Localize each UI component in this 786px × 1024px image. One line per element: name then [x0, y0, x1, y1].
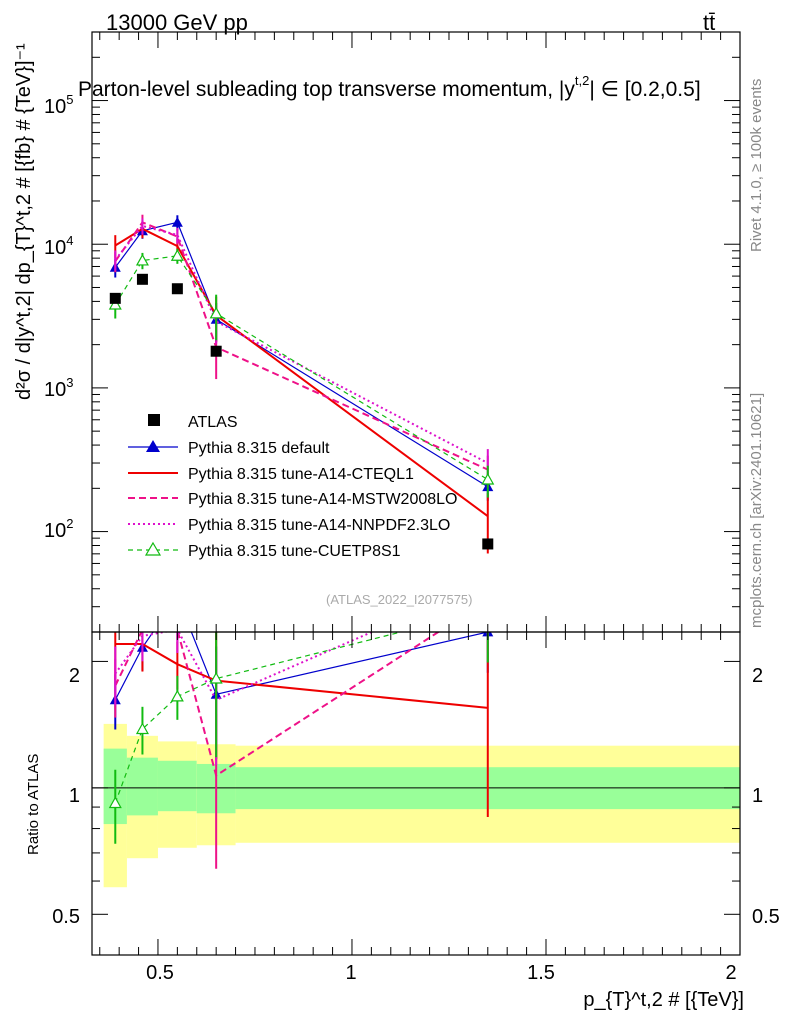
- legend-default-marker: [146, 440, 160, 452]
- legend-mstw: Pythia 8.315 tune-A14-MSTW2008LO: [188, 491, 457, 508]
- series-ratio-line: [114, 632, 488, 701]
- series-point: [135, 253, 149, 266]
- ratio-tick-label: 2: [69, 665, 80, 687]
- legend-default: Pythia 8.315 default: [188, 440, 330, 457]
- legend-nnpdf: Pythia 8.315 tune-A14-NNPDF2.3LO: [188, 517, 450, 534]
- ratio-y-axis-label: Ratio to ATLAS: [25, 754, 42, 855]
- series-line: [114, 224, 489, 464]
- ratio-tick-label-right: 0.5: [752, 906, 780, 928]
- series-ratio-line: [115, 643, 488, 709]
- series-ratio-line: [114, 632, 441, 778]
- legend: ATLAS Pythia 8.315 default Pythia 8.315 …: [128, 414, 457, 560]
- legend-cuetp8s1-marker: [144, 541, 162, 556]
- series-point: [481, 472, 495, 485]
- series-line: [114, 221, 489, 471]
- series-ratio-point: [108, 796, 122, 809]
- ratio-plot: [92, 591, 740, 888]
- rivet-label: Rivet 4.1.0, ≥ 100k events: [748, 79, 765, 252]
- legend-cteql1: Pythia 8.315 tune-A14-CTEQL1: [188, 466, 414, 483]
- process-label: tt̄: [703, 10, 715, 35]
- atlas-data-point: [482, 538, 494, 550]
- x-tick-label: 1.5: [527, 962, 555, 984]
- top-tick-label: 105: [44, 92, 73, 118]
- ratio-tick-label: 0.5: [52, 906, 80, 928]
- top-tick-label: 103: [44, 375, 73, 401]
- series-point: [170, 249, 184, 261]
- series-ratio-point: [482, 605, 493, 615]
- series-point: [108, 297, 122, 310]
- atlas-data-point: [136, 273, 148, 285]
- energy-label: 13000 GeV pp: [106, 10, 248, 35]
- top-tick-label: 102: [44, 516, 73, 542]
- mcplots-label: mcplots.cern.ch [arXiv:2401.10621]: [748, 393, 765, 628]
- ratio-frame: [91, 631, 741, 956]
- atlas-data-point: [109, 292, 121, 304]
- legend-atlas-marker: [148, 414, 160, 426]
- analysis-id: (ATLAS_2022_I2077575): [326, 592, 472, 607]
- series-ratio-point: [170, 689, 184, 702]
- series-line: [114, 255, 489, 481]
- series-point: [171, 216, 183, 227]
- x-tick-label: 1: [345, 962, 356, 984]
- axes-frames: [91, 31, 741, 956]
- ratio-tick-label-right: 1: [752, 785, 763, 807]
- atlas-data-point: [171, 283, 183, 295]
- series-point: [209, 306, 223, 319]
- main-frame: [91, 31, 741, 633]
- x-tick-label: 0.5: [146, 962, 174, 984]
- legend-atlas: ATLAS: [188, 414, 238, 431]
- series-ratio-line: [114, 632, 375, 702]
- atlas-data-point: [210, 345, 222, 357]
- y-axis-label: d²σ / d|y^t,2| dp_{T}^t,2 # [{fb} # {TeV…: [13, 43, 35, 400]
- main-plot: [108, 214, 495, 554]
- legend-cuetp8s1: Pythia 8.315 tune-CUETP8S1: [188, 543, 401, 560]
- x-axis-label: p_{T}^t,2 # [{TeV}]: [583, 989, 744, 1011]
- x-tick-label: 2: [725, 962, 736, 984]
- uncertainty-band-stat: [157, 760, 197, 812]
- ratio-tick-label-right: 2: [752, 665, 763, 687]
- ratio-tick-label: 1: [69, 785, 80, 807]
- series-ratio-point: [209, 671, 223, 684]
- series-ratio-point: [135, 722, 149, 735]
- top-tick-label: 104: [44, 233, 73, 259]
- series-ratio-point: [172, 591, 183, 601]
- uncertainty-band-stat: [126, 757, 158, 816]
- plot-title: Parton-level subleading top transverse m…: [78, 73, 701, 101]
